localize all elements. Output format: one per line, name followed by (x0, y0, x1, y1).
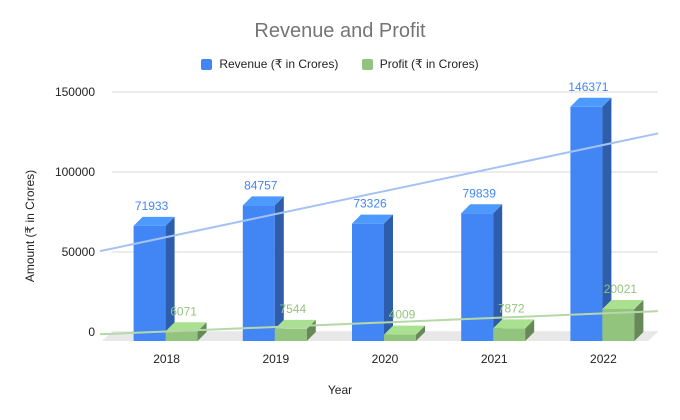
bar-profit-side (416, 325, 425, 341)
legend-item-revenue[interactable]: Revenue (₹ in Crores) (201, 57, 338, 71)
y-axis-label: Amount (₹ in Crores) (23, 169, 37, 283)
bar-profit (274, 328, 307, 341)
data-label-revenue: 71933 (135, 199, 169, 213)
bar-profit-side (197, 322, 207, 341)
bar-revenue-side (384, 214, 393, 341)
bar-revenue-side (602, 97, 612, 341)
bar-revenue-top (352, 214, 393, 224)
bar-profit-top (384, 325, 425, 335)
bar-profit-side (634, 299, 644, 341)
bar-revenue (133, 225, 166, 341)
y-tick-label: 100000 (55, 165, 95, 179)
bar-revenue-side (493, 204, 503, 341)
legend-swatch-profit (361, 58, 373, 70)
bar-revenue-side (274, 196, 284, 341)
data-label-profit: 4009 (389, 308, 416, 322)
bar-profit-top (493, 319, 535, 329)
y-tick-label: 50000 (62, 245, 96, 259)
chart-title: Revenue and Profit (254, 20, 426, 42)
bar-revenue-top (133, 216, 175, 226)
data-label-profit: 20021 (604, 282, 638, 296)
data-label-profit: 7872 (498, 301, 525, 315)
bar-revenue (352, 223, 384, 341)
trendline-revenue (99, 132, 659, 253)
bar-revenue (570, 106, 603, 341)
bar-revenue-top (242, 196, 284, 206)
bar-profit (602, 308, 635, 341)
data-label-profit: 7544 (279, 302, 306, 316)
y-tick-label: 0 (88, 325, 95, 339)
bar-revenue-top (570, 97, 612, 107)
bar-revenue-side (165, 216, 175, 341)
legend: Revenue (₹ in Crores) Profit (₹ in Crore… (0, 57, 680, 73)
bar-profit-top (165, 322, 207, 332)
x-tick-label: 2021 (481, 352, 508, 366)
x-tick-label: 2019 (262, 352, 289, 366)
bar-revenue (461, 213, 494, 341)
data-label-revenue: 73326 (353, 197, 387, 211)
x-axis-label: Year (327, 383, 353, 397)
x-tick-label: 2020 (372, 352, 399, 366)
trendline-profit (99, 310, 659, 336)
legend-swatch-revenue (201, 58, 213, 70)
bar-profit-top (602, 299, 644, 309)
data-label-revenue: 146371 (568, 80, 608, 94)
bar-profit (493, 328, 526, 341)
legend-label-revenue: Revenue (₹ in Crores) (219, 57, 339, 71)
bar-profit-side (525, 319, 535, 341)
data-label-revenue: 84757 (244, 178, 278, 192)
legend-label-profit: Profit (₹ in Crores) (379, 57, 479, 71)
x-tick-label: 2022 (590, 352, 617, 366)
bar-revenue (242, 205, 275, 341)
bar-profit (384, 334, 416, 341)
data-label-profit: 6071 (170, 304, 197, 318)
data-label-revenue: 79839 (463, 186, 497, 200)
x-tick-label: 2018 (153, 352, 180, 366)
bar-profit (165, 331, 198, 341)
y-tick-label: 150000 (55, 85, 95, 99)
legend-item-profit[interactable]: Profit (₹ in Crores) (361, 57, 479, 71)
bar-revenue-top (461, 204, 503, 214)
